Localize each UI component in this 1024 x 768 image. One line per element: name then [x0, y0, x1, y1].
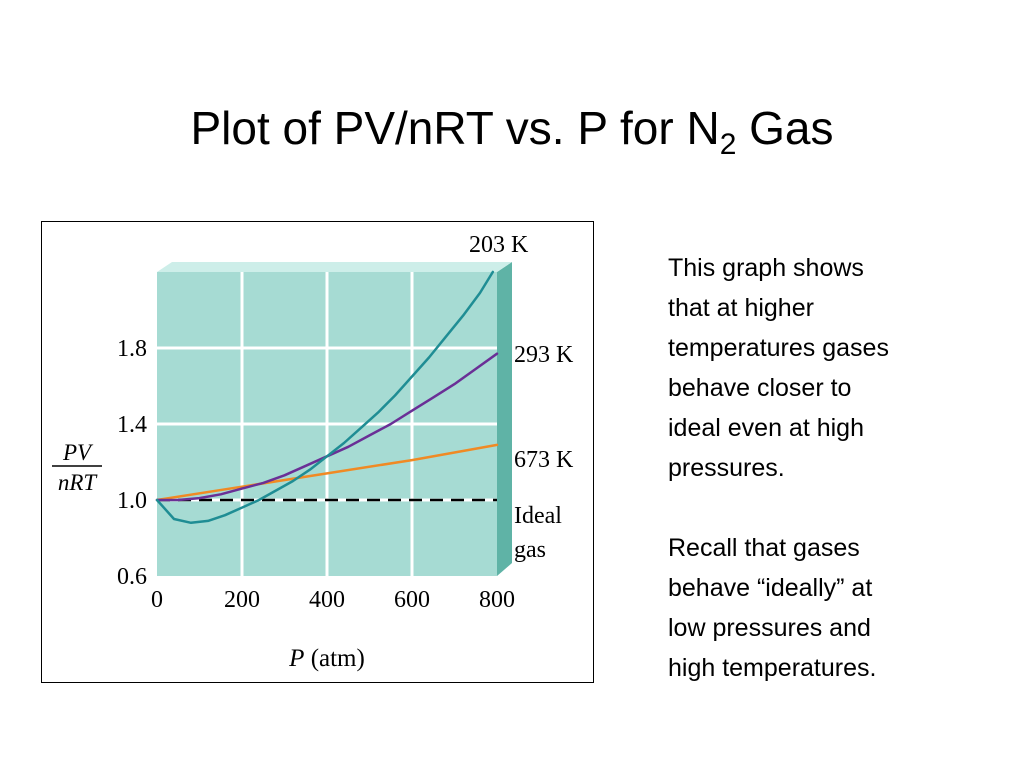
y-tick-label: 0.6: [117, 564, 147, 590]
chart-frame: 0 200 400 600 800 0.6 1.0 1.4 1.8 PV nRT P (atm)…: [41, 221, 594, 683]
label-673k: 673 K: [514, 447, 574, 473]
paragraph-1: This graph shows that at higher temperat…: [668, 254, 889, 482]
x-axis-label: P (atm): [288, 645, 365, 672]
x-tick-label: 400: [309, 587, 345, 613]
x-tick-label: 0: [151, 587, 163, 613]
x-tick-label: 600: [394, 587, 430, 613]
x-axis-label-variable: P: [288, 645, 304, 672]
tick-labels: 0 200 400 600 800 0.6 1.0 1.4 1.8: [117, 336, 515, 613]
plot-side-panel: [497, 262, 512, 576]
body-text: This graph shows that at higher temperat…: [668, 248, 1008, 728]
series-line-673-k: [155, 443, 499, 502]
y-tick-label: 1.8: [117, 336, 147, 362]
paragraph-2: Recall that gases behave “ideally” at lo…: [668, 534, 877, 682]
y-axis-label-denominator: nRT: [58, 470, 99, 495]
series-lines: [155, 270, 499, 525]
x-tick-label: 800: [479, 587, 515, 613]
x-tick-label: 200: [224, 587, 260, 613]
y-tick-label: 1.0: [117, 488, 147, 514]
series-line-203-k: [155, 270, 495, 525]
label-203k: 203 K: [469, 232, 529, 258]
x-axis-label-unit: (atm): [304, 645, 364, 672]
title-main: Plot of PV/nRT vs. P for N: [190, 102, 720, 154]
label-293k: 293 K: [514, 342, 574, 368]
label-gas: gas: [514, 537, 546, 563]
title-tail: Gas: [736, 102, 834, 154]
y-axis-label: PV nRT: [52, 440, 102, 495]
y-tick-label: 1.4: [117, 412, 147, 438]
title-subscript: 2: [719, 128, 737, 161]
y-axis-label-numerator: PV: [62, 440, 94, 465]
label-ideal: Ideal: [514, 503, 562, 529]
plot-top-panel: [157, 262, 512, 272]
slide-title: Plot of PV/nRT vs. P for N2 Gas: [0, 100, 1024, 173]
chart: 0 200 400 600 800 0.6 1.0 1.4 1.8 PV nRT P (atm)…: [52, 232, 574, 672]
